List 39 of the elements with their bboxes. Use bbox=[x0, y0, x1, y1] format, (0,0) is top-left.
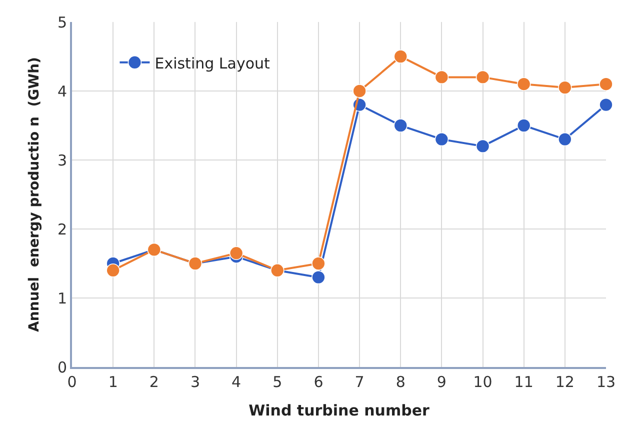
point bbox=[434, 132, 449, 146]
point bbox=[394, 50, 408, 64]
point bbox=[394, 118, 408, 132]
point bbox=[352, 84, 366, 98]
x-tick-label: 6 bbox=[314, 373, 324, 391]
point bbox=[516, 118, 531, 132]
point bbox=[516, 77, 531, 91]
point bbox=[312, 270, 326, 284]
x-tick-label: 13 bbox=[596, 373, 616, 391]
x-tick-label: 11 bbox=[514, 373, 534, 391]
x-tick-label: 3 bbox=[190, 373, 200, 391]
x-tick-label: 9 bbox=[436, 373, 446, 391]
y-tick-label: 1 bbox=[57, 289, 67, 308]
point bbox=[558, 132, 572, 146]
x-tick-label: 2 bbox=[149, 373, 159, 391]
point bbox=[599, 98, 613, 112]
y-tick-label: 2 bbox=[57, 220, 67, 238]
point bbox=[434, 70, 449, 84]
x-tick-label: 12 bbox=[555, 373, 574, 391]
point bbox=[599, 77, 613, 91]
x-tick-label: 7 bbox=[354, 373, 364, 391]
point bbox=[476, 70, 490, 84]
point bbox=[106, 264, 120, 278]
x-tick-label: 8 bbox=[396, 373, 406, 391]
point bbox=[558, 80, 572, 94]
x-tick-label: 10 bbox=[473, 373, 492, 391]
x-axis-title: Wind turbine number bbox=[248, 402, 430, 420]
y-tick-label: 3 bbox=[57, 151, 67, 170]
x-tick-label: 4 bbox=[232, 373, 242, 391]
y-tick-label: 0 bbox=[57, 358, 67, 376]
y-tick-label: 4 bbox=[57, 82, 67, 100]
y-axis-title: Annuel energy productio n (GWh) bbox=[26, 57, 43, 332]
x-tick-label: 1 bbox=[108, 373, 118, 391]
point bbox=[476, 139, 490, 154]
x-tick-label: 5 bbox=[272, 373, 282, 391]
legend-label: Existing Layout bbox=[154, 54, 270, 72]
y-tick-label: 5 bbox=[57, 13, 67, 32]
point bbox=[229, 246, 244, 260]
point bbox=[312, 256, 326, 270]
